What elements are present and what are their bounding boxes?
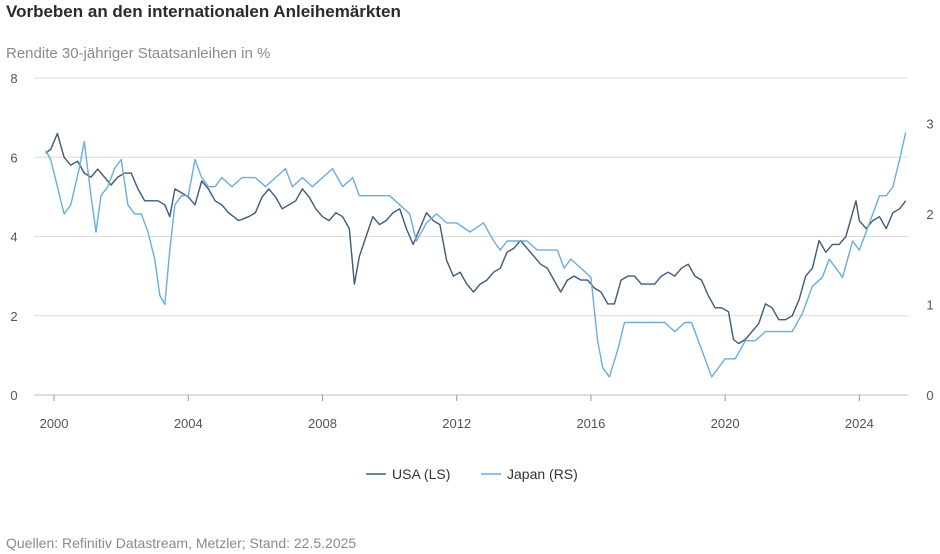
series-line-usa-ls — [45, 132, 907, 345]
legend-label-1: Japan (RS) — [507, 466, 578, 482]
y-left-tick-6: 6 — [10, 150, 17, 165]
x-tick-2004: 2004 — [174, 416, 203, 431]
y-left-tick-0: 0 — [10, 388, 17, 403]
chart-title: Vorbeben an den internationalen Anleihem… — [6, 2, 401, 21]
series-group — [45, 132, 907, 378]
y-right-tick-0: 0 — [926, 388, 933, 403]
legend-label-0: USA (LS) — [392, 466, 450, 482]
x-tick-2012: 2012 — [442, 416, 471, 431]
y-left-tick-4: 4 — [10, 230, 17, 245]
source-note: Quellen: Refinitiv Datastream, Metzler; … — [6, 535, 357, 551]
y-axis-left: 0 2 4 6 8 — [10, 71, 17, 403]
y-right-tick-3: 3 — [926, 116, 933, 131]
y-axis-label: Rendite 30-jähriger Staatsanleihen in % — [6, 45, 271, 62]
x-axis: 2000 2004 2008 2012 2016 2020 2024 — [40, 395, 874, 431]
y-right-tick-2: 2 — [926, 207, 933, 222]
x-tick-2008: 2008 — [308, 416, 337, 431]
x-tick-2000: 2000 — [40, 416, 69, 431]
gridlines — [34, 77, 908, 396]
x-tick-2024: 2024 — [845, 416, 874, 431]
y-left-tick-8: 8 — [10, 71, 17, 86]
y-right-tick-1: 1 — [926, 297, 933, 312]
series-line-japan-rs — [45, 132, 907, 378]
legend: USA (LS) Japan (RS) — [366, 466, 578, 482]
x-tick-2016: 2016 — [576, 416, 605, 431]
y-left-tick-2: 2 — [10, 309, 17, 324]
y-axis-right: 0 1 2 3 — [926, 116, 933, 403]
x-tick-2020: 2020 — [711, 416, 740, 431]
